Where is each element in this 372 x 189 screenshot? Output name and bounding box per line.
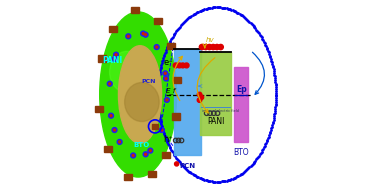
FancyBboxPatch shape xyxy=(124,174,132,180)
Text: PCN: PCN xyxy=(141,79,156,84)
Text: PCN: PCN xyxy=(179,163,195,169)
Circle shape xyxy=(119,141,121,143)
Circle shape xyxy=(107,81,112,86)
Circle shape xyxy=(110,115,112,117)
Circle shape xyxy=(113,129,115,131)
FancyBboxPatch shape xyxy=(148,171,155,177)
Text: Ep: Ep xyxy=(236,85,247,94)
Circle shape xyxy=(199,44,205,50)
Circle shape xyxy=(117,139,122,144)
FancyBboxPatch shape xyxy=(162,152,170,158)
Circle shape xyxy=(164,76,169,81)
Circle shape xyxy=(218,44,223,50)
Bar xyxy=(200,52,231,135)
Circle shape xyxy=(131,153,135,158)
Circle shape xyxy=(115,54,117,56)
Circle shape xyxy=(112,128,117,132)
Circle shape xyxy=(143,152,148,157)
FancyBboxPatch shape xyxy=(152,124,158,129)
Circle shape xyxy=(203,44,208,50)
Circle shape xyxy=(211,44,216,50)
Circle shape xyxy=(164,72,166,74)
Circle shape xyxy=(174,162,179,166)
Bar xyxy=(234,67,248,142)
Circle shape xyxy=(197,92,202,97)
Circle shape xyxy=(109,113,113,118)
Text: h⁺: h⁺ xyxy=(163,135,173,144)
Circle shape xyxy=(126,34,131,39)
Circle shape xyxy=(199,95,203,100)
Text: e⁻: e⁻ xyxy=(163,58,173,67)
FancyBboxPatch shape xyxy=(95,106,103,112)
Text: hv: hv xyxy=(206,37,214,43)
FancyBboxPatch shape xyxy=(154,18,162,24)
Circle shape xyxy=(145,153,147,155)
Circle shape xyxy=(165,77,167,79)
Circle shape xyxy=(214,44,219,50)
Circle shape xyxy=(161,129,163,131)
Circle shape xyxy=(112,57,117,61)
Circle shape xyxy=(197,98,202,102)
FancyArrowPatch shape xyxy=(197,58,215,113)
FancyBboxPatch shape xyxy=(167,43,174,49)
FancyArrowPatch shape xyxy=(173,56,182,101)
Circle shape xyxy=(142,33,144,34)
Text: PANI: PANI xyxy=(103,56,123,65)
Ellipse shape xyxy=(125,82,159,122)
Text: BTO: BTO xyxy=(233,148,249,156)
Circle shape xyxy=(127,35,129,37)
Circle shape xyxy=(154,45,159,50)
Text: PANI: PANI xyxy=(207,117,224,125)
Circle shape xyxy=(166,99,168,101)
Circle shape xyxy=(113,52,119,57)
Ellipse shape xyxy=(118,46,161,143)
Text: BTO: BTO xyxy=(134,142,150,148)
Circle shape xyxy=(143,32,148,37)
FancyBboxPatch shape xyxy=(131,7,139,13)
FancyArrowPatch shape xyxy=(203,44,206,48)
FancyBboxPatch shape xyxy=(173,113,180,120)
FancyArrowPatch shape xyxy=(253,52,264,94)
Circle shape xyxy=(113,58,115,60)
Circle shape xyxy=(141,31,145,36)
Bar xyxy=(174,50,201,156)
Circle shape xyxy=(163,71,168,76)
FancyBboxPatch shape xyxy=(173,77,181,83)
Ellipse shape xyxy=(110,51,144,93)
Circle shape xyxy=(148,148,153,153)
Circle shape xyxy=(150,150,151,152)
Text: E_f: E_f xyxy=(166,87,176,94)
Circle shape xyxy=(177,63,182,68)
FancyBboxPatch shape xyxy=(104,146,112,152)
Circle shape xyxy=(145,34,147,36)
Circle shape xyxy=(109,83,111,85)
Circle shape xyxy=(164,98,169,102)
Circle shape xyxy=(132,155,134,156)
FancyBboxPatch shape xyxy=(109,26,117,33)
FancyBboxPatch shape xyxy=(98,55,106,62)
Circle shape xyxy=(180,63,185,68)
Circle shape xyxy=(173,63,178,68)
Circle shape xyxy=(207,44,212,50)
Circle shape xyxy=(156,46,158,48)
Circle shape xyxy=(184,63,189,68)
FancyArrowPatch shape xyxy=(199,85,202,88)
Ellipse shape xyxy=(100,12,177,177)
Text: internal electric field: internal electric field xyxy=(202,109,239,113)
Circle shape xyxy=(159,128,164,132)
